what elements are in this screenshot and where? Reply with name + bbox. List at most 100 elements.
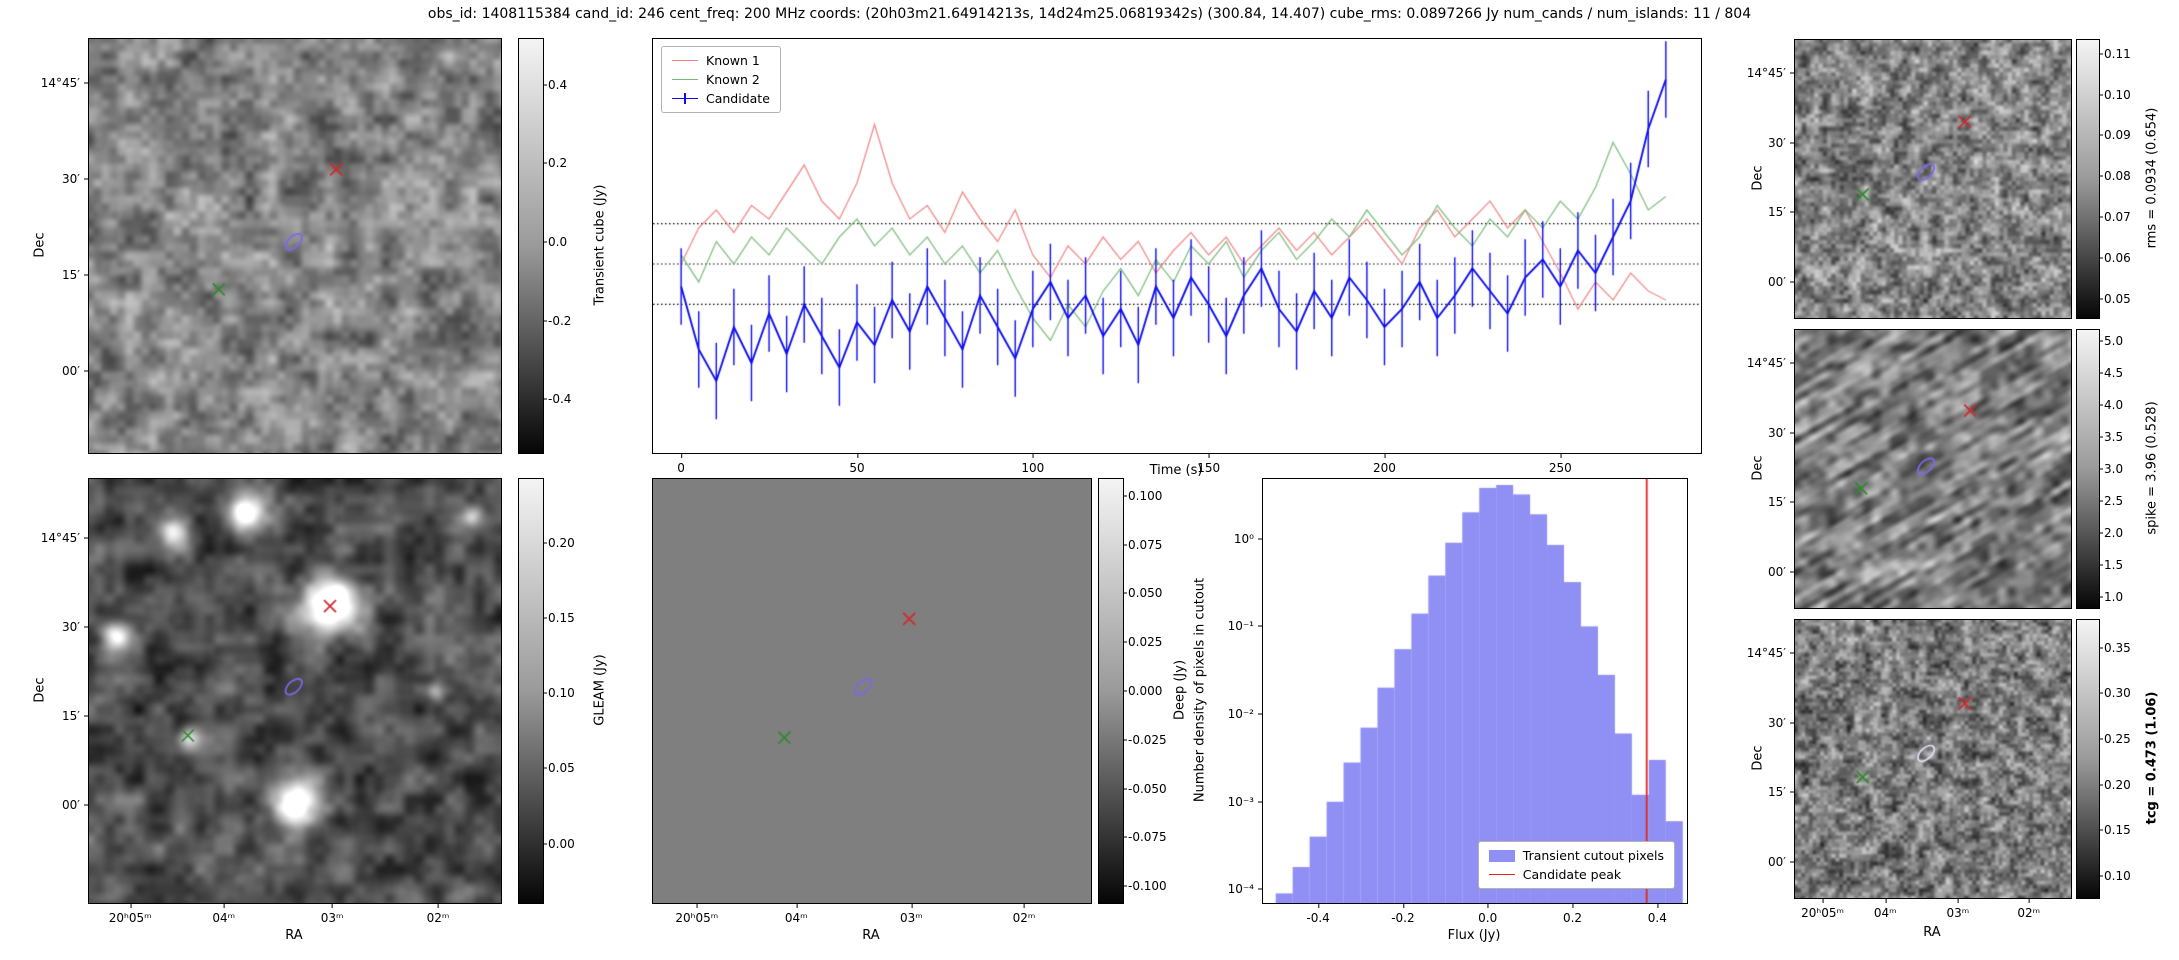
ytick-label: 14°45′ [1746,66,1786,81]
ytick-label: 10⁻² [1227,707,1254,722]
rms-colorbar: 0.11 0.10 0.09 0.08 0.07 0.06 0.05 [2076,39,2131,319]
gleam-image [89,479,501,903]
cbtick-label: 0.06 [2104,250,2131,265]
ytick-label: 10⁻³ [1227,794,1254,809]
ytick-label: 00′ [62,363,80,378]
spike-map-panel: 14°45′ 30′ 15′ 00′ [1747,329,2072,609]
deep-image-panel: 20ʰ05ᵐ 04ᵐ 03ᵐ 02ᵐ [652,478,1092,925]
dec-axis-label: Dec [32,232,48,258]
legend-label: Candidate peak [1522,867,1622,882]
ytick-label: 10⁻⁴ [1227,882,1254,897]
cbtick-label: 0.050 [1128,586,1163,601]
lightcurve-plot [653,39,1701,453]
histogram-y-axis-label: Number density of pixels in cutout [1192,577,1208,803]
cbtick-label: 0.30 [2104,686,2131,701]
cbtick-label: 0.05 [548,761,575,776]
xtick-label: 200 [1373,453,1396,475]
xtick-label: 04ᵐ [784,903,808,925]
xtick-label: 03ᵐ [1946,898,1970,920]
ytick-label: 14°45′ [1746,646,1786,661]
legend-entry: Known 2 [672,72,770,87]
ytick-label: 10⁰ [1233,531,1254,546]
deep-colorbar: 0.100 0.075 0.050 0.025 0.000 -0.025 -0.050 -0.… [1098,478,1167,904]
ytick-label: 30′ [62,620,80,635]
ytick-label: 30′ [1768,715,1786,730]
tcg-colorbar: 0.35 0.30 0.25 0.20 0.15 0.10 [2076,619,2131,899]
ytick-label: 30′ [62,171,80,186]
cbtick-label: 0.20 [2104,777,2131,792]
cbtick-label: 0.20 [548,535,575,550]
xtick-label: 03ᵐ [320,903,344,925]
xtick-label: 04ᵐ [1873,898,1897,920]
cbtick-label: 0.025 [1128,635,1163,650]
xtick-label: 150 [1197,453,1221,475]
cbtick-label: 0.10 [548,686,575,701]
legend-label: Known 2 [706,72,760,87]
xtick-label: 0.2 [1562,903,1583,925]
gleam-colorbar: 0.20 0.15 0.10 0.05 0.00 [518,478,575,904]
ra-axis-label: RA [862,928,880,943]
tcg-map-panel: 14°45′ 30′ 15′ 00′ 20ʰ05ᵐ 04ᵐ 03ᵐ 02ᵐ [1747,619,2072,920]
cbtick-label: 0.10 [2104,87,2131,102]
xtick-label: 20ʰ05ᵐ [1801,898,1845,920]
xtick-label: 0 [677,453,685,475]
flux-histogram-panel: Transient cutout pixels Candidate peak -0… [1228,478,1688,925]
cbtick-label: 0.11 [2104,46,2131,61]
ytick-label: 30′ [1768,425,1786,440]
ytick-label: 14°45′ [40,75,80,90]
xtick-label: 03ᵐ [900,903,923,925]
legend-line-swatch [672,79,698,80]
gleam-panel: 14°45′ 30′ 15′ 00′ 20ʰ05ᵐ 04ᵐ 03ᵐ 02ᵐ [41,478,502,925]
cbtick-label: 0.07 [2104,209,2131,224]
cbtick-label: 0.10 [2104,868,2131,883]
ytick-label: 10⁻¹ [1227,619,1254,634]
ytick-label: 00′ [1768,274,1786,289]
figure-title: obs_id: 1408115384 cand_id: 246 cent_fre… [427,6,1752,22]
cbtick-label: 5.0 [2104,334,2124,349]
transient-cutout-panel: 14°45′ 30′ 15′ 00′ [41,38,502,454]
cbtick-label: 0.00 [548,836,575,851]
cbtick-label: 0.100 [1128,488,1163,503]
legend-entry: Candidate [672,91,770,106]
legend-label: Known 1 [706,53,760,68]
legend-entry: Transient cutout pixels [1488,848,1664,863]
transient-colorbar-label: Transient cube (Jy) [592,184,608,306]
xtick-label: 02ᵐ [1012,903,1036,925]
cbtick-label: 0.05 [2104,291,2131,306]
tcg-map-image [1795,620,2071,898]
legend-line-swatch [672,60,698,61]
dec-axis-label: Dec [1750,745,1766,771]
dec-axis-label: Dec [1750,165,1766,191]
cbtick-label: 2.5 [2104,493,2124,508]
ytick-label: 00′ [1768,564,1786,579]
ytick-label: 14°45′ [1746,356,1786,371]
cbtick-label: 4.0 [2104,398,2124,413]
ytick-label: 00′ [62,798,80,813]
ytick-label: 15′ [1768,785,1786,800]
cbtick-label: 0.075 [1128,537,1163,552]
cbtick-label: -0.4 [548,392,572,407]
legend-label: Transient cutout pixels [1522,848,1664,863]
histogram-legend: Transient cutout pixels Candidate peak [1477,841,1675,889]
tcg-colorbar-label: tcg = 0.473 (1.06) [2144,691,2160,825]
cbtick-label: 3.0 [2104,462,2124,476]
legend-line-swatch [1488,874,1515,875]
lightcurve-legend: Known 1 Known 2 Candidate [661,46,781,113]
deep-image [653,479,1091,903]
cbtick-label: 3.5 [2104,430,2124,445]
ytick-label: 00′ [1768,854,1786,869]
xtick-label: 250 [1548,453,1572,475]
legend-patch-swatch [1488,849,1515,862]
lightcurve-panel: Known 1 Known 2 Candidate 0 50 100 150 200 250 [652,38,1702,475]
cbtick-label: 0.25 [2104,731,2131,746]
xtick-label: 0.4 [1647,903,1667,925]
xtick-label: 20ʰ05ᵐ [108,903,152,925]
rms-map-image [1795,40,2071,318]
cbtick-label: 2.0 [2104,525,2124,540]
cbtick-label: -0.075 [1128,830,1167,845]
spike-colorbar-label: spike = 3.96 (0.528) [2144,401,2160,535]
ra-axis-label: RA [1923,925,1941,940]
cbtick-label: 0.4 [548,77,568,92]
flux-axis-label: Flux (Jy) [1447,928,1501,943]
spike-map-image [1795,330,2071,608]
